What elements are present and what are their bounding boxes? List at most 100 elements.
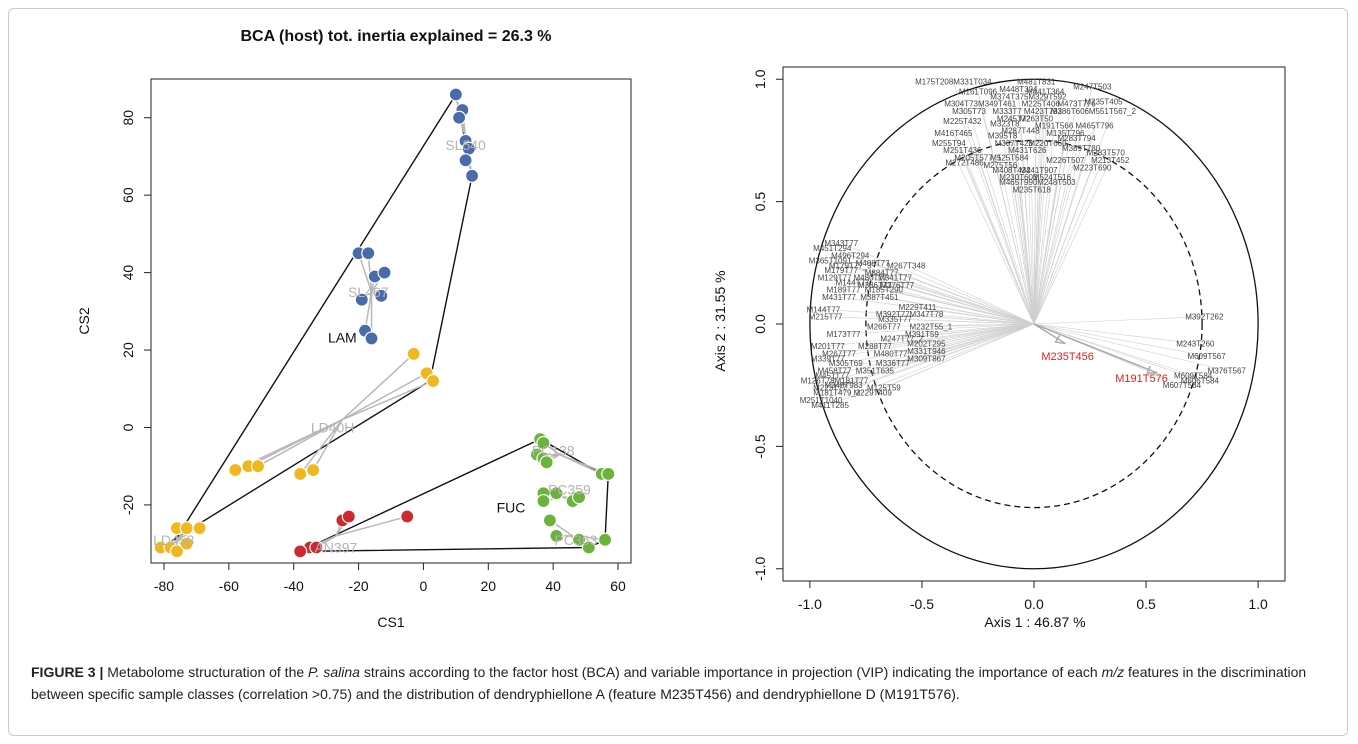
feature-label: M179T77 <box>824 266 858 275</box>
feature-label: M606T584 <box>1181 376 1220 385</box>
feature-arrow <box>832 323 1035 376</box>
y-tick-label: 20 <box>120 342 136 358</box>
data-point <box>377 265 392 280</box>
feature-label: M365T1091 <box>809 256 852 265</box>
data-point <box>341 509 356 524</box>
feature-arrow <box>894 277 1035 325</box>
right-y-axis-label: Axis 2 : 31.55 % <box>712 270 728 371</box>
x-tick-label: -1.0 <box>798 596 822 612</box>
feature-label: M185T290 <box>865 286 904 295</box>
feature-label: M230T603 <box>999 173 1038 182</box>
data-point <box>464 168 480 183</box>
right-x-axis-label: Axis 1 : 46.87 % <box>984 614 1085 630</box>
feature-label: M235T618 <box>1013 185 1052 194</box>
x-tick-label: -60 <box>219 578 239 594</box>
feature-arrow <box>1026 150 1035 325</box>
hull-label: LAM <box>328 329 357 345</box>
feature-arrow <box>1011 169 1035 325</box>
feature-label: M305T69 <box>829 359 863 368</box>
group-label: SL540 <box>445 137 486 153</box>
feature-label: M248T503 <box>1037 178 1076 187</box>
feature-label: M431T77 <box>822 293 856 302</box>
feature-arrow <box>1033 316 1205 325</box>
feature-arrow <box>845 323 1035 364</box>
figure-caption: FIGURE 3 | Metabolome structuration of t… <box>31 661 1347 705</box>
feature-label: M411T285 <box>811 401 849 410</box>
data-point <box>293 544 308 559</box>
highlight-arrow <box>1033 323 1066 345</box>
feature-arrow <box>1020 130 1035 325</box>
feature-label: M323T8 <box>990 119 1020 128</box>
feature-label: M609T584 <box>1174 371 1213 380</box>
feature-arrow <box>977 157 1035 325</box>
feature-label: M392T77 <box>876 310 910 319</box>
feature-label: M551T567_2 <box>1089 107 1137 116</box>
feature-arrow <box>917 306 1035 325</box>
spoke <box>335 515 408 537</box>
feature-label: M343T77 <box>824 239 858 248</box>
feature-label: M201T77 <box>811 342 845 351</box>
spoke <box>257 419 343 467</box>
feature-arrow <box>1033 96 1048 325</box>
feature-label: M126T78M181T77 <box>801 376 869 385</box>
feature-label: M251T436 <box>943 146 982 155</box>
right-chart-circles <box>809 78 1259 570</box>
y-tick-label: -20 <box>120 495 136 515</box>
feature-arrow <box>962 150 1035 325</box>
feature-label: M232T55_1 <box>910 322 953 331</box>
feature-arrow <box>1033 323 1196 344</box>
data-point <box>597 532 613 547</box>
data-point <box>406 346 421 362</box>
feature-label: M451T294 <box>813 244 852 253</box>
x-tick-label: 1.0 <box>1248 596 1268 612</box>
data-point <box>354 292 369 307</box>
data-point <box>179 536 194 551</box>
y-tick-label: 0.0 <box>752 314 768 334</box>
feature-label: M144T77 <box>836 278 870 287</box>
feature-arrow <box>1033 152 1106 325</box>
feature-arrow <box>1033 125 1055 325</box>
feature-label: M376T77 <box>880 281 914 290</box>
feature-label: M243T260 <box>1176 340 1215 349</box>
feature-label: M220T660 <box>1028 139 1067 148</box>
group-label: LD458 <box>153 532 194 548</box>
group-label: PC363 <box>554 532 597 548</box>
feature-label: M191T566 <box>1035 122 1074 131</box>
feature-arrow <box>892 313 1035 325</box>
feature-label: M173T77 <box>827 330 861 339</box>
feature-label: M448T304 <box>999 85 1038 94</box>
feature-label: M229T411 <box>899 303 937 312</box>
y-tick-label: 60 <box>120 187 136 203</box>
feature-label: M175T208M331T034 <box>915 78 992 87</box>
x-tick-label: 0 <box>420 578 428 594</box>
data-point <box>426 373 441 389</box>
highlight-arrow <box>1033 323 1158 374</box>
feature-label: M348T983 <box>824 381 863 390</box>
feature-label: M144T77 <box>806 305 840 314</box>
feature-label: M524T516 <box>1033 173 1072 182</box>
y-tick-label: 0.5 <box>752 192 768 212</box>
feature-arrow <box>841 242 1035 325</box>
highlight-arrowhead <box>1146 365 1158 374</box>
group-label: LD40H <box>311 419 355 435</box>
data-point <box>228 462 243 478</box>
data-point <box>572 490 587 505</box>
feature-label: M609T567 <box>1187 352 1226 361</box>
right-chart-axes: -1.0 -0.5 0.0 0.5 1.0 -1.0 -0.5 0.0 0.5 1.0 <box>752 69 1268 612</box>
feature-arrow <box>1018 182 1035 325</box>
left-chart-points <box>153 87 616 559</box>
feature-label: M384T77 <box>865 269 899 278</box>
data-point <box>549 528 564 543</box>
data-point <box>581 540 596 555</box>
left-y-axis-label: CS2 <box>76 307 92 334</box>
feature-arrow <box>1000 164 1035 325</box>
inner-dashed-circle <box>865 139 1203 509</box>
feature-label: M283T570 <box>1087 149 1126 158</box>
feature-label: M135T796 <box>1046 129 1085 138</box>
feature-arrow <box>843 323 1035 335</box>
data-point <box>448 87 463 102</box>
feature-arrow <box>1033 111 1044 325</box>
spoke <box>312 419 344 471</box>
feature-label: M255T94 <box>932 139 966 148</box>
right-chart-feature-labels: M175T208M331T034 M481T831 M247T503 M448T304… <box>800 78 1247 410</box>
